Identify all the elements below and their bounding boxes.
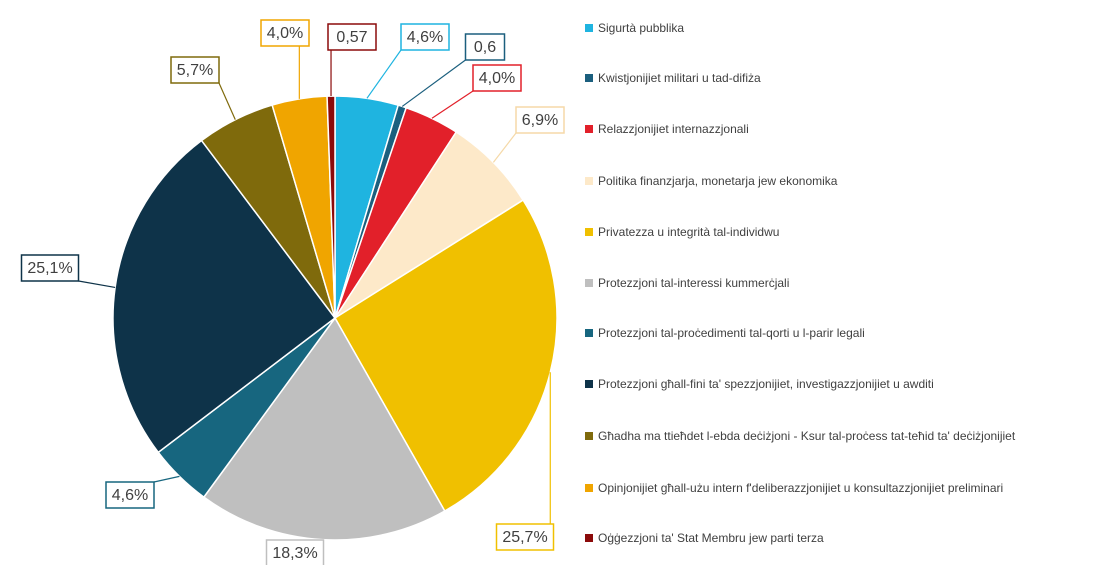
legend-label: Protezzjoni tal-proċedimenti tal-qorti u… bbox=[598, 326, 865, 340]
legend-item: Għadha ma ttieħdet l-ebda deċiżjoni - Ks… bbox=[585, 429, 1105, 444]
legend-swatch bbox=[585, 177, 593, 185]
data-label: 25,1% bbox=[27, 260, 72, 277]
label-box bbox=[265, 539, 325, 565]
data-label: 6,9% bbox=[522, 112, 558, 129]
data-label: 4,6% bbox=[407, 29, 443, 46]
legend-item: Kwistjonijiet militari u tad-difiża bbox=[585, 71, 1105, 86]
legend-swatch bbox=[585, 74, 593, 82]
leader-line bbox=[78, 280, 116, 289]
leader-line bbox=[218, 82, 236, 120]
legend-label: Sigurtà pubblika bbox=[598, 21, 685, 35]
pie-slice bbox=[112, 139, 337, 454]
legend-item: Protezzjoni għall-fini ta' spezzjonijiet… bbox=[585, 377, 1105, 392]
legend-swatch bbox=[585, 228, 593, 236]
legend-item: Oġġezzjoni ta' Stat Membru jew parti ter… bbox=[585, 531, 1105, 546]
data-label: 25,7% bbox=[502, 529, 547, 546]
pie-slice bbox=[326, 95, 336, 319]
label-box bbox=[464, 33, 506, 61]
legend-label: Privatezza u integrità tal-individwu bbox=[598, 225, 780, 239]
data-label: 18,3% bbox=[272, 545, 317, 562]
legend-swatch bbox=[585, 432, 593, 440]
label-box bbox=[472, 64, 522, 92]
legend-item: Protezzjoni tal-proċedimenti tal-qorti u… bbox=[585, 326, 1105, 341]
leader-line bbox=[492, 132, 517, 163]
legend-label: Relazzjonijiet internazzjonali bbox=[598, 122, 749, 136]
legend-label: Kwistjonijiet militari u tad-difiża bbox=[598, 71, 761, 85]
data-label: 4,0% bbox=[479, 70, 515, 87]
data-label: 5,7% bbox=[177, 62, 213, 79]
legend-swatch bbox=[585, 24, 593, 32]
legend-label: Protezzjoni għall-fini ta' spezzjonijiet… bbox=[598, 377, 934, 391]
label-box bbox=[260, 19, 310, 47]
legend-item: Relazzjonijiet internazzjonali bbox=[585, 122, 1105, 137]
legend-item: Protezzjoni tal-interessi kummerċjali bbox=[585, 276, 1105, 291]
legend-label: Politika finanzjarja, monetarja jew ekon… bbox=[598, 174, 838, 188]
legend-swatch bbox=[585, 380, 593, 388]
leader-line bbox=[153, 475, 180, 483]
legend-item: Politika finanzjarja, monetarja jew ekon… bbox=[585, 174, 1105, 189]
data-label: 4,6% bbox=[112, 487, 148, 504]
legend-swatch bbox=[585, 329, 593, 337]
legend-swatch bbox=[585, 484, 593, 492]
legend-swatch bbox=[585, 125, 593, 133]
legend-swatch bbox=[585, 534, 593, 542]
label-box bbox=[495, 523, 555, 551]
leader-line bbox=[366, 49, 402, 99]
label-box bbox=[20, 254, 80, 282]
pie-slice bbox=[333, 199, 558, 513]
legend-label: Oġġezzjoni ta' Stat Membru jew parti ter… bbox=[598, 531, 824, 545]
label-box bbox=[400, 23, 450, 51]
legend-label: Opinjonijiet għall-użu intern f'delibera… bbox=[598, 481, 1004, 495]
leader-line bbox=[431, 90, 474, 119]
leader-line bbox=[401, 59, 466, 107]
legend-label: Għadha ma ttieħdet l-ebda deċiżjoni - Ks… bbox=[598, 429, 1016, 443]
label-box bbox=[515, 106, 565, 134]
legend-item: Opinjonijiet għall-użu intern f'delibera… bbox=[585, 481, 1105, 496]
legend-label: Protezzjoni tal-interessi kummerċjali bbox=[598, 276, 790, 290]
label-box bbox=[327, 23, 377, 51]
legend-item: Sigurtà pubblika bbox=[585, 21, 1105, 36]
data-label: 4,0% bbox=[267, 25, 303, 42]
legend-item: Privatezza u integrità tal-individwu bbox=[585, 225, 1105, 240]
legend-swatch bbox=[585, 279, 593, 287]
data-label: 0,57 bbox=[336, 29, 367, 46]
label-box bbox=[105, 481, 155, 509]
label-box bbox=[170, 56, 220, 84]
data-label: 0,6 bbox=[474, 39, 496, 56]
